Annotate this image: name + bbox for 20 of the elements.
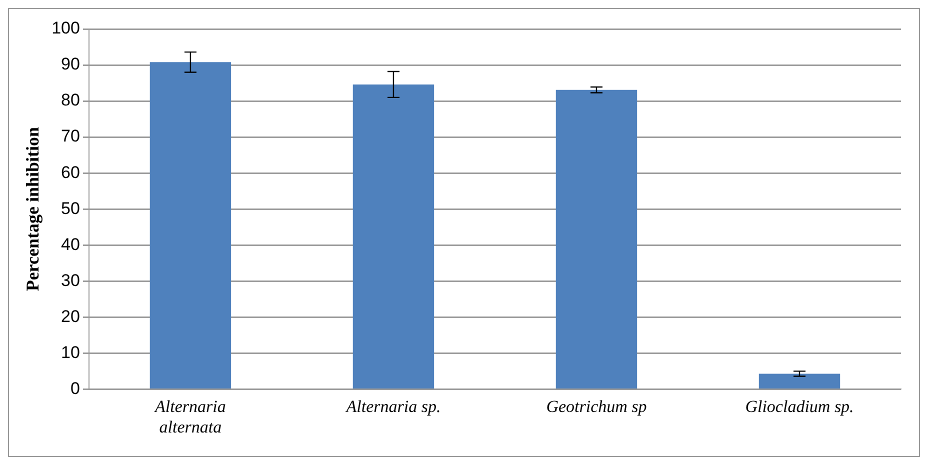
y-axis-title: Percentage inhibition: [22, 127, 42, 292]
x-tick-label: Alternaria alternata: [154, 396, 226, 436]
y-tick-label: 50: [61, 198, 80, 218]
y-tick-label: 20: [61, 306, 80, 326]
x-tick-label: Geotrichum sp: [546, 396, 647, 416]
bar: [758, 374, 840, 388]
y-tick-label: 10: [61, 342, 80, 362]
y-tick-label: 30: [61, 270, 80, 290]
y-tick-label: 90: [61, 54, 80, 74]
y-tick-label: 60: [61, 162, 80, 182]
y-tick-label: 100: [52, 18, 80, 38]
y-tick-label: 70: [61, 126, 80, 146]
y-tick-label: 40: [61, 234, 80, 254]
y-tick-label: 80: [61, 90, 80, 110]
x-tick-label: Alternaria sp.: [345, 396, 441, 416]
bar: [556, 90, 638, 388]
y-tick-label: 0: [70, 378, 80, 398]
bar: [150, 62, 232, 388]
bar: [352, 84, 434, 388]
x-tick-label: Gliocladium sp.: [745, 396, 854, 416]
